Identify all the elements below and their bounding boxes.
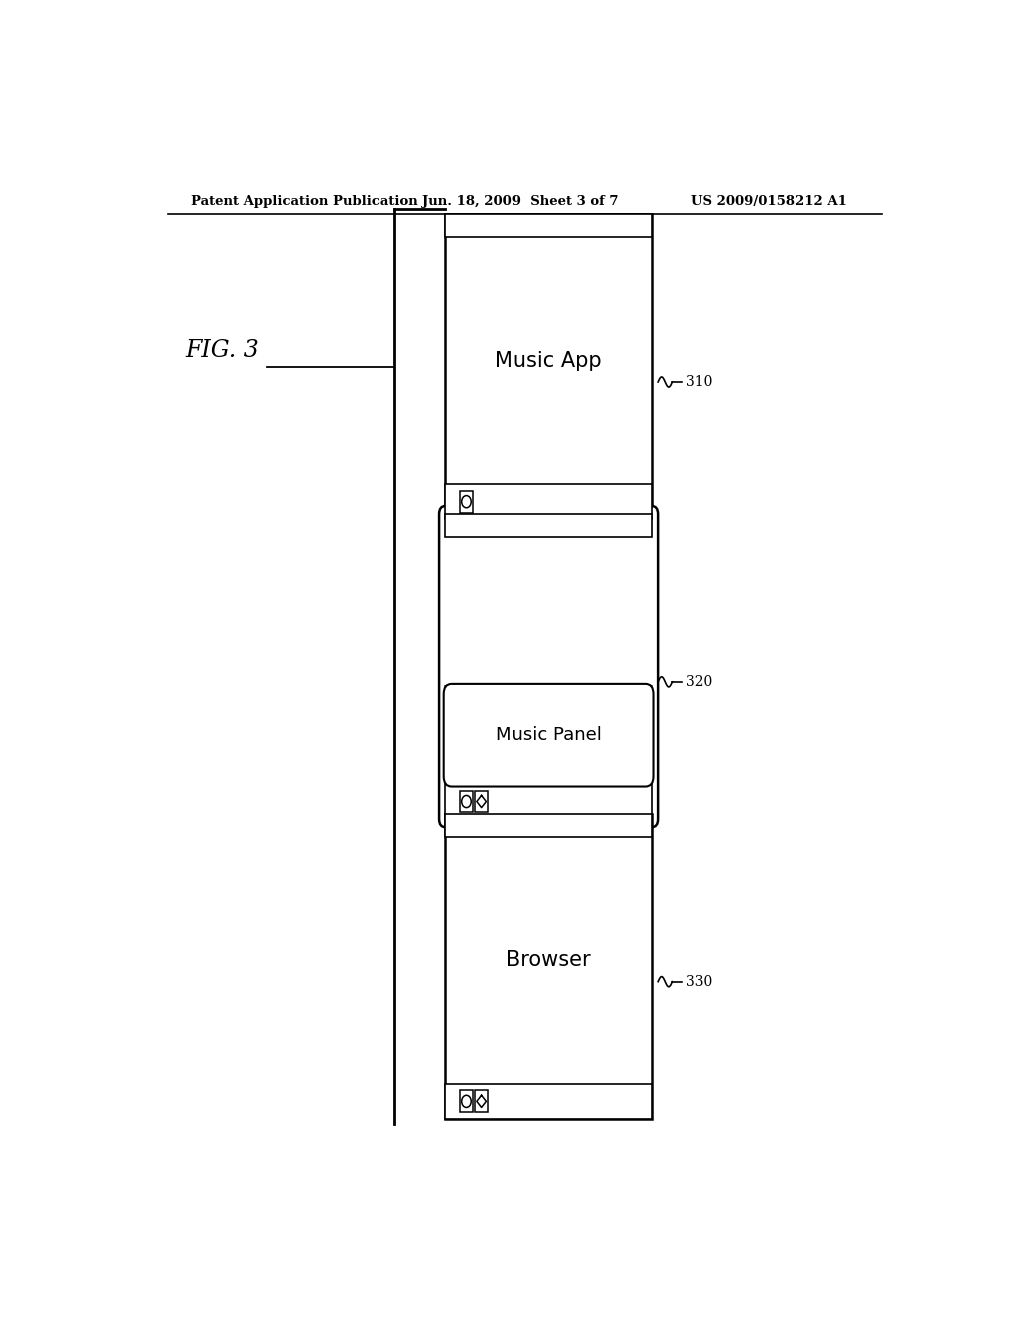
Bar [445, 1084, 652, 1119]
Bar [475, 1090, 488, 1113]
Text: Jun. 18, 2009  Sheet 3 of 7: Jun. 18, 2009 Sheet 3 of 7 [422, 194, 618, 207]
Text: 330: 330 [686, 974, 712, 989]
Text: Browser: Browser [506, 950, 591, 970]
Circle shape [462, 796, 471, 808]
Bar [445, 814, 652, 1119]
FancyBboxPatch shape [439, 506, 658, 828]
Text: 310: 310 [686, 375, 713, 389]
Text: US 2009/0158212 A1: US 2009/0158212 A1 [691, 194, 847, 207]
Bar [460, 491, 473, 512]
Bar [445, 814, 652, 837]
Bar [445, 484, 652, 519]
Text: FIG. 3: FIG. 3 [185, 339, 259, 362]
Circle shape [462, 1096, 471, 1107]
Text: Patent Application Publication: Patent Application Publication [191, 194, 418, 207]
Bar [445, 784, 652, 818]
Circle shape [462, 495, 471, 508]
FancyBboxPatch shape [443, 684, 653, 787]
Bar [475, 791, 488, 812]
Bar [445, 515, 652, 537]
Text: 320: 320 [686, 675, 712, 689]
Text: Music Panel: Music Panel [496, 726, 601, 744]
Bar [460, 791, 473, 812]
Bar [460, 1090, 473, 1113]
Bar [445, 214, 652, 238]
Text: Music App: Music App [496, 351, 602, 371]
Bar [445, 214, 652, 519]
